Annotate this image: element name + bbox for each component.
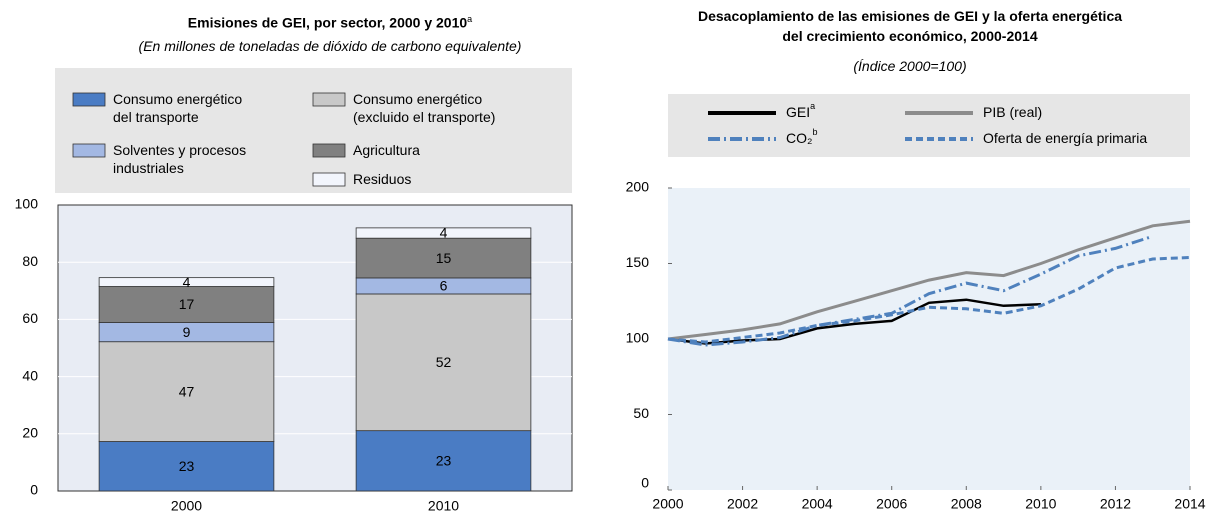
y-tick-label: 20 — [22, 425, 38, 441]
y-tick-label: 80 — [22, 253, 38, 269]
series-line — [667, 298, 1041, 345]
bar-segment — [98, 286, 275, 323]
chart-title: Emisiones de GEI, por sector, 2000 y 201… — [40, 8, 620, 34]
bar-segment — [355, 227, 532, 239]
x-tick-label: 2012 — [1100, 496, 1131, 512]
legend-label: Solventes y procesos industriales — [113, 142, 247, 176]
x-tick-label: 2000 — [171, 498, 202, 514]
y-tick-label: 100 — [626, 330, 650, 346]
data-label: 4 — [183, 274, 191, 290]
chart-subtitle: (En millones de toneladas de dióxido de … — [138, 38, 522, 54]
bar-segment — [355, 237, 532, 279]
legend-name: GEI — [786, 104, 810, 120]
series-line — [667, 234, 1154, 347]
bar-segment — [98, 441, 275, 492]
bar-segment — [355, 293, 532, 432]
data-label: 17 — [179, 296, 195, 312]
x-tick-label: 2008 — [951, 496, 982, 512]
title-note: a — [467, 14, 473, 24]
x-tick-label: 2004 — [802, 496, 833, 512]
x-tick-label: 2000 — [652, 496, 683, 512]
y-tick-label: 200 — [626, 179, 650, 195]
series-line — [667, 256, 1191, 344]
data-label: 4 — [440, 225, 448, 241]
legend-label: PIB (real) — [983, 104, 1042, 120]
data-label: 52 — [436, 354, 452, 370]
x-tick-label: 2014 — [1174, 496, 1205, 512]
chart-title: Desacoplamiento de las emisiones de GEI … — [697, 8, 1123, 44]
legend-label: Consumo energético (excluido el transpor… — [353, 91, 496, 125]
series-line — [667, 219, 1191, 341]
bar-segment — [98, 277, 275, 287]
legend-swatch — [312, 92, 346, 107]
plot-area — [668, 188, 1190, 490]
legend-label: Oferta de energía primaria — [983, 130, 1147, 146]
legend-name: CO₂ — [786, 130, 812, 146]
y-tick-label: 60 — [22, 310, 38, 326]
legend-note: b — [812, 127, 817, 137]
legend-swatch — [312, 143, 346, 158]
y-tick-label: 0 — [30, 482, 38, 498]
x-tick-label: 2006 — [876, 496, 907, 512]
y-tick-label: 50 — [633, 405, 649, 421]
data-label: 6 — [440, 278, 448, 294]
legend-swatch — [312, 172, 346, 187]
data-label: 15 — [436, 250, 452, 266]
legend-label: Residuos — [353, 171, 412, 187]
x-tick-label: 2010 — [1025, 496, 1056, 512]
legend-label: Consumo energético del transporte — [113, 91, 243, 125]
data-label: 47 — [179, 383, 195, 399]
legend-name: PIB (real) — [983, 104, 1042, 120]
bar-segment — [355, 430, 532, 492]
data-label: 23 — [436, 453, 452, 469]
legend-label: CO₂b — [786, 127, 817, 145]
data-label: 23 — [179, 458, 195, 474]
legend-swatch — [72, 92, 106, 107]
x-tick-label: 2002 — [727, 496, 758, 512]
x-tick-label: 2010 — [428, 498, 459, 514]
bar-segment — [98, 341, 275, 442]
y-tick-label: 150 — [626, 254, 650, 270]
legend-box — [668, 94, 1190, 157]
y-tick-label: 0 — [641, 475, 649, 491]
y-tick-label: 40 — [22, 367, 38, 383]
legend-label: Agricultura — [353, 142, 420, 158]
legend-box — [55, 68, 572, 193]
chart-subtitle: (Índice 2000=100) — [853, 58, 967, 74]
data-label: 9 — [183, 324, 191, 340]
title-text: Emisiones de GEI, por sector, 2000 y 201… — [187, 14, 468, 31]
legend-label: GEIa — [786, 101, 815, 119]
legend-note: a — [810, 101, 815, 111]
y-tick-label: 100 — [15, 196, 39, 212]
legend-swatch — [72, 143, 106, 158]
legend-name: Oferta de energía primaria — [983, 130, 1147, 146]
